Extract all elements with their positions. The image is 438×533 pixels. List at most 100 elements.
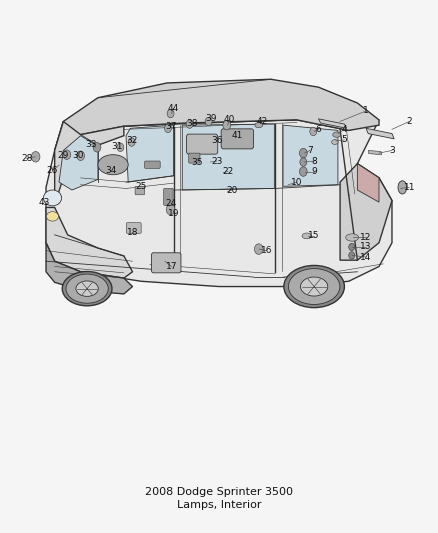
Circle shape bbox=[77, 151, 85, 160]
Text: 34: 34 bbox=[105, 166, 117, 175]
Text: 37: 37 bbox=[165, 122, 177, 131]
Text: 44: 44 bbox=[168, 104, 179, 113]
Circle shape bbox=[165, 124, 171, 133]
Circle shape bbox=[349, 243, 355, 251]
Text: 7: 7 bbox=[307, 146, 313, 155]
Polygon shape bbox=[182, 124, 274, 190]
Text: 36: 36 bbox=[211, 136, 223, 146]
Text: 11: 11 bbox=[403, 183, 415, 192]
Ellipse shape bbox=[43, 190, 62, 206]
Text: 8: 8 bbox=[311, 157, 317, 166]
Text: 2008 Dodge Sprinter 3500: 2008 Dodge Sprinter 3500 bbox=[145, 487, 293, 497]
Circle shape bbox=[349, 252, 355, 259]
Text: 24: 24 bbox=[166, 199, 177, 208]
Circle shape bbox=[93, 142, 101, 152]
Polygon shape bbox=[55, 122, 124, 204]
Text: 33: 33 bbox=[86, 140, 97, 149]
Text: 38: 38 bbox=[187, 118, 198, 127]
Text: 4: 4 bbox=[342, 125, 347, 134]
FancyBboxPatch shape bbox=[127, 223, 141, 233]
FancyBboxPatch shape bbox=[221, 129, 254, 149]
Text: 13: 13 bbox=[360, 243, 372, 252]
Ellipse shape bbox=[76, 281, 98, 296]
Text: 41: 41 bbox=[232, 131, 243, 140]
Text: 28: 28 bbox=[21, 154, 32, 163]
FancyBboxPatch shape bbox=[135, 187, 145, 195]
FancyBboxPatch shape bbox=[187, 134, 218, 154]
Polygon shape bbox=[357, 164, 379, 202]
Text: 6: 6 bbox=[316, 125, 321, 134]
Text: 15: 15 bbox=[308, 231, 320, 240]
Text: 20: 20 bbox=[226, 185, 238, 195]
Text: 18: 18 bbox=[127, 228, 138, 237]
Ellipse shape bbox=[332, 140, 338, 144]
Text: 14: 14 bbox=[360, 253, 372, 262]
Polygon shape bbox=[59, 136, 98, 190]
Polygon shape bbox=[126, 125, 173, 182]
Text: 16: 16 bbox=[261, 246, 272, 255]
Text: 35: 35 bbox=[192, 158, 203, 167]
Circle shape bbox=[166, 204, 175, 215]
Polygon shape bbox=[46, 120, 392, 287]
Text: 40: 40 bbox=[224, 115, 235, 124]
Circle shape bbox=[223, 120, 231, 130]
Circle shape bbox=[205, 117, 212, 126]
Ellipse shape bbox=[302, 233, 311, 239]
FancyBboxPatch shape bbox=[164, 189, 173, 205]
Circle shape bbox=[63, 150, 71, 159]
Text: 30: 30 bbox=[73, 151, 84, 160]
Ellipse shape bbox=[98, 155, 128, 175]
Text: 29: 29 bbox=[58, 151, 69, 160]
Text: 10: 10 bbox=[291, 177, 303, 187]
Polygon shape bbox=[283, 125, 338, 187]
Circle shape bbox=[300, 148, 307, 158]
FancyBboxPatch shape bbox=[152, 253, 181, 273]
Ellipse shape bbox=[333, 132, 340, 138]
Ellipse shape bbox=[300, 277, 328, 296]
Circle shape bbox=[32, 151, 40, 162]
Polygon shape bbox=[46, 243, 133, 294]
Circle shape bbox=[186, 120, 193, 128]
Text: 42: 42 bbox=[257, 117, 268, 126]
Text: Lamps, Interior: Lamps, Interior bbox=[177, 500, 261, 510]
Ellipse shape bbox=[62, 271, 112, 306]
Ellipse shape bbox=[398, 181, 406, 194]
Ellipse shape bbox=[255, 123, 263, 128]
Ellipse shape bbox=[66, 274, 108, 303]
Circle shape bbox=[300, 158, 307, 166]
Text: 19: 19 bbox=[168, 209, 179, 218]
Text: 23: 23 bbox=[211, 157, 223, 166]
Polygon shape bbox=[46, 207, 133, 278]
Text: 9: 9 bbox=[311, 167, 317, 176]
FancyBboxPatch shape bbox=[145, 161, 160, 168]
Text: 32: 32 bbox=[126, 136, 138, 146]
Ellipse shape bbox=[46, 212, 59, 221]
Text: 12: 12 bbox=[360, 233, 372, 242]
Text: 17: 17 bbox=[166, 262, 177, 271]
Text: 3: 3 bbox=[389, 146, 395, 155]
Circle shape bbox=[254, 244, 263, 254]
Text: 25: 25 bbox=[135, 182, 147, 191]
Circle shape bbox=[128, 138, 135, 146]
Ellipse shape bbox=[284, 265, 344, 308]
Circle shape bbox=[117, 143, 124, 151]
Circle shape bbox=[300, 167, 307, 176]
Text: 2: 2 bbox=[406, 117, 412, 126]
Text: 22: 22 bbox=[222, 167, 233, 176]
Text: 31: 31 bbox=[112, 142, 123, 151]
Circle shape bbox=[167, 109, 174, 118]
Polygon shape bbox=[318, 119, 346, 128]
Text: 5: 5 bbox=[342, 135, 347, 144]
Circle shape bbox=[310, 127, 317, 136]
Polygon shape bbox=[366, 128, 394, 139]
Text: 1: 1 bbox=[363, 107, 369, 116]
Polygon shape bbox=[368, 150, 381, 155]
Ellipse shape bbox=[346, 234, 359, 241]
Text: 26: 26 bbox=[47, 166, 58, 175]
Text: 43: 43 bbox=[38, 198, 49, 207]
Text: 39: 39 bbox=[205, 114, 217, 123]
Polygon shape bbox=[340, 164, 392, 260]
Polygon shape bbox=[55, 79, 379, 150]
Ellipse shape bbox=[288, 269, 340, 304]
FancyBboxPatch shape bbox=[189, 153, 200, 163]
